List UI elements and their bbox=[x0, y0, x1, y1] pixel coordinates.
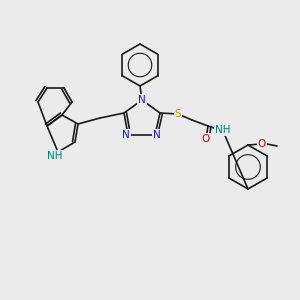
Text: N: N bbox=[153, 130, 161, 140]
Text: O: O bbox=[202, 134, 210, 144]
Text: N: N bbox=[138, 95, 146, 105]
Text: O: O bbox=[258, 139, 266, 149]
Text: NH: NH bbox=[215, 125, 231, 135]
Text: N: N bbox=[122, 130, 130, 140]
Text: S: S bbox=[175, 109, 181, 119]
Text: NH: NH bbox=[47, 151, 63, 161]
